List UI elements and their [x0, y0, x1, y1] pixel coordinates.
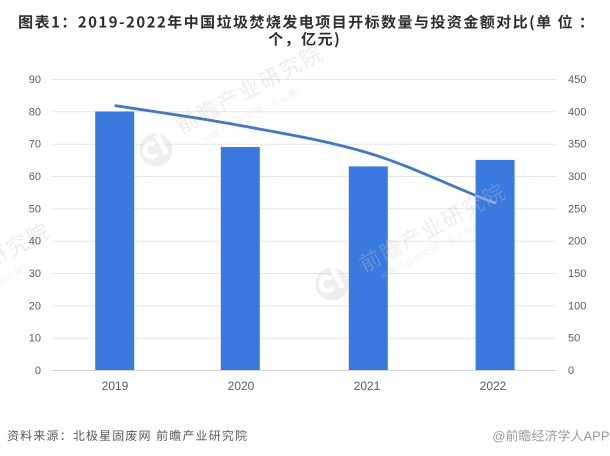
svg-text:150: 150: [568, 268, 586, 280]
svg-text:50: 50: [568, 333, 580, 345]
svg-text:50: 50: [29, 203, 41, 215]
svg-text:2020: 2020: [228, 379, 255, 393]
svg-text:@: @: [492, 429, 505, 444]
svg-text:80: 80: [29, 106, 41, 118]
svg-text:APP: APP: [584, 429, 610, 444]
svg-text:450: 450: [568, 74, 586, 86]
svg-text:30: 30: [29, 268, 41, 280]
svg-text:40: 40: [29, 236, 41, 248]
svg-text:100: 100: [568, 300, 586, 312]
svg-text:2021: 2021: [354, 379, 381, 393]
svg-text:60: 60: [29, 171, 41, 183]
svg-text:250: 250: [568, 203, 586, 215]
svg-text:10: 10: [29, 333, 41, 345]
svg-text:400: 400: [568, 106, 586, 118]
svg-text:90: 90: [29, 74, 41, 86]
svg-text:20: 20: [29, 300, 41, 312]
svg-text:70: 70: [29, 139, 41, 151]
svg-text:2019: 2019: [102, 379, 129, 393]
svg-text:2022: 2022: [480, 379, 507, 393]
svg-text:300: 300: [568, 171, 586, 183]
svg-text:0: 0: [35, 365, 41, 377]
svg-text:350: 350: [568, 139, 586, 151]
svg-text:200: 200: [568, 236, 586, 248]
svg-text:0: 0: [568, 365, 574, 377]
